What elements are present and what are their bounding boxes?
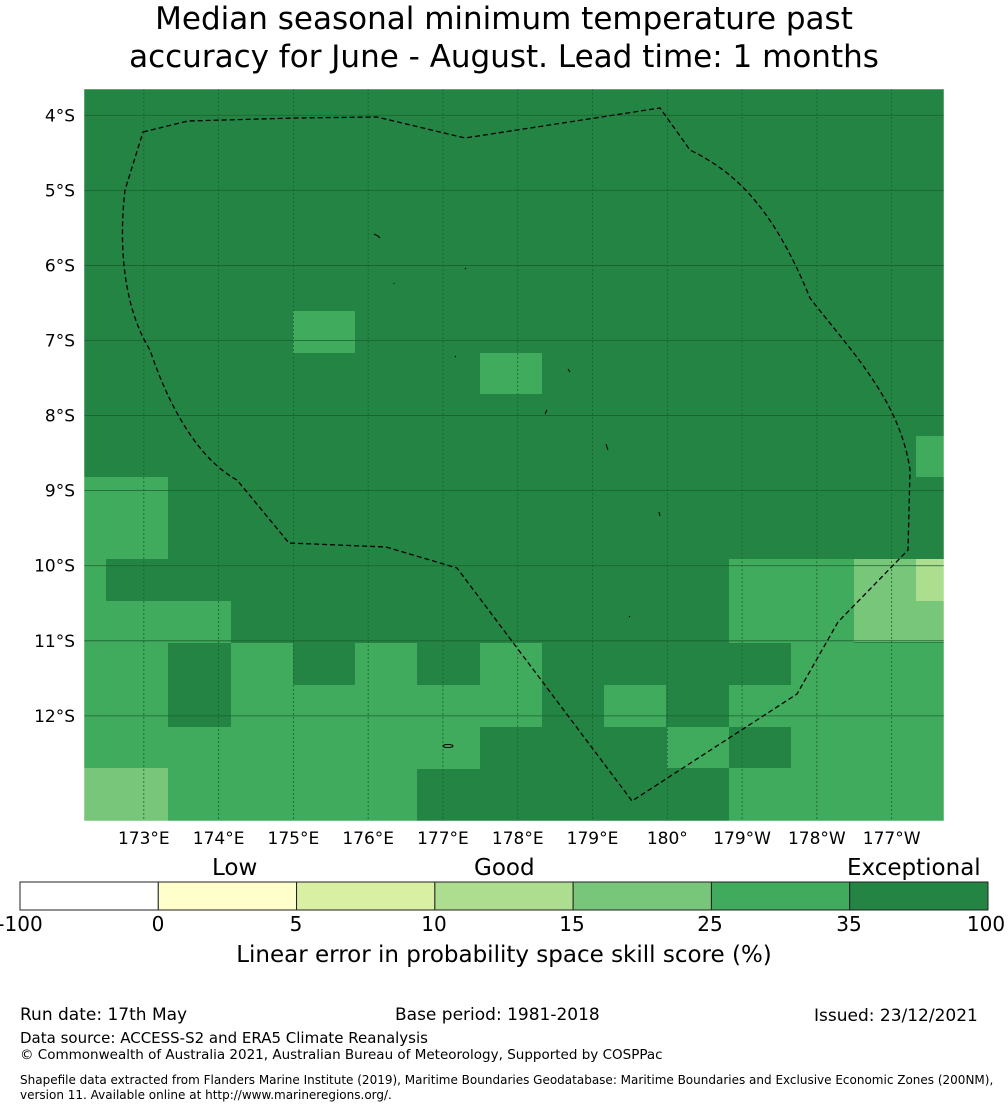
- island-shape: [605, 443, 609, 451]
- skill-cell: [916, 601, 944, 642]
- colorbar-tick: -100: [0, 912, 43, 936]
- map-frame: [83, 88, 945, 822]
- latitude-label: 7°S: [45, 332, 75, 352]
- island-shape: [373, 233, 381, 239]
- skill-cell: [729, 601, 854, 643]
- island-shape: [658, 511, 661, 517]
- skill-cell: [916, 559, 944, 601]
- skill-cell: [604, 685, 666, 727]
- latitude-labels: 4°S 5°S 6°S 7°S 8°S 9°S 10°S 11°S 12°S: [34, 106, 75, 727]
- island-shape: [442, 744, 454, 748]
- latitude-label: 10°S: [34, 557, 75, 577]
- category-good: Good: [474, 855, 535, 881]
- skill-cell: [480, 353, 542, 394]
- latitude-label: 6°S: [45, 256, 75, 276]
- skill-cell: [231, 643, 293, 685]
- latitude-label: 9°S: [45, 482, 75, 502]
- skill-cell: [854, 559, 916, 642]
- longitude-label: 174°E: [193, 829, 245, 849]
- islands: [373, 233, 661, 748]
- skill-cell: [84, 727, 480, 769]
- colorbar-tick: 15: [559, 912, 585, 936]
- island-shape: [454, 355, 457, 358]
- skill-cell: [729, 685, 944, 727]
- shapefile-credit-line-2: version 11. Available online at http://w…: [20, 1088, 392, 1102]
- island-shape: [544, 409, 548, 415]
- colorbar-tick: 100: [966, 912, 1006, 936]
- colorbar-swatch: [572, 881, 712, 911]
- title-line-1: Median seasonal minimum temperature past: [155, 1, 853, 37]
- map-gridlines: [84, 89, 944, 821]
- skill-cell: [729, 768, 944, 821]
- colorbar-swatch: [710, 881, 851, 911]
- colorbar-label: Linear error in probability space skill …: [236, 942, 772, 968]
- latitude-label: 5°S: [45, 181, 75, 201]
- longitude-label: 178°E: [492, 829, 544, 849]
- colorbar-swatches: [19, 881, 989, 911]
- skill-cell: [84, 477, 168, 559]
- colorbar-tick: 5: [289, 912, 303, 936]
- skill-cell: [84, 685, 168, 727]
- title-line-2: accuracy for June - August. Lead time: 1…: [129, 39, 879, 75]
- colorbar-tick: 10: [421, 912, 447, 936]
- colorbar-tick: 0: [151, 912, 165, 936]
- island-shape: [628, 615, 631, 618]
- colorbar-tick: 35: [836, 912, 862, 936]
- skill-score-map: 4°S 5°S 6°S 7°S 8°S 9°S 10°S 11°S 12°S 173°E 174°…: [34, 88, 945, 849]
- longitude-label: 178°W: [788, 829, 846, 849]
- skill-cell: [729, 559, 854, 601]
- skill-cell: [480, 685, 542, 727]
- skill-cell: [84, 768, 168, 821]
- run-date: Run date: 17th May: [20, 1005, 188, 1025]
- category-exceptional: Exceptional: [847, 855, 981, 881]
- island-shape: [567, 368, 571, 373]
- skill-cell: [84, 601, 231, 643]
- colorbar-tick: 25: [697, 912, 723, 936]
- latitude-label: 12°S: [34, 707, 75, 727]
- latitude-label: 8°S: [45, 407, 75, 427]
- skill-cell: [916, 436, 944, 477]
- latitude-label: 11°S: [34, 632, 75, 652]
- issued-date: Issued: 23/12/2021: [814, 1006, 978, 1026]
- category-low: Low: [212, 855, 258, 881]
- skill-cell: [355, 643, 417, 685]
- eez-boundary: [121, 107, 911, 802]
- longitude-label: 173°E: [118, 829, 170, 849]
- longitude-label: 176°E: [342, 829, 394, 849]
- skill-cell: [791, 727, 944, 768]
- base-period: Base period: 1981-2018: [395, 1005, 600, 1025]
- longitude-labels: 173°E 174°E 175°E 176°E 177°E 178°E 179°E 180° 1…: [118, 829, 921, 849]
- colorbar-swatch: [849, 881, 989, 911]
- longitude-label: 179°W: [713, 829, 771, 849]
- data-source: Data source: ACCESS-S2 and ERA5 Climate …: [20, 1029, 428, 1047]
- latitude-label: 4°S: [45, 106, 75, 126]
- colorbar-swatch: [19, 881, 159, 911]
- island-shape: [464, 267, 467, 270]
- skill-cell: [168, 768, 417, 821]
- colorbar-swatch: [296, 881, 436, 911]
- skill-cell: [84, 643, 168, 685]
- skill-cell: [231, 685, 480, 727]
- copyright: © Commonwealth of Australia 2021, Austra…: [20, 1047, 663, 1063]
- skill-cell: [84, 559, 106, 601]
- longitude-label: 177°E: [417, 829, 469, 849]
- skill-cell: [293, 311, 355, 353]
- colorbar-swatch: [157, 881, 298, 911]
- map-title: Median seasonal minimum temperature past…: [0, 0, 1008, 76]
- shapefile-credit-line-1: Shapefile data extracted from Flanders M…: [20, 1073, 994, 1087]
- longitude-label: 180°: [647, 829, 688, 849]
- skill-cell: [667, 727, 729, 768]
- longitude-label: 175°E: [268, 829, 320, 849]
- longitude-label: 179°E: [567, 829, 619, 849]
- longitude-label: 177°W: [863, 829, 921, 849]
- skill-cell: [480, 643, 542, 685]
- colorbar-swatch: [434, 881, 574, 911]
